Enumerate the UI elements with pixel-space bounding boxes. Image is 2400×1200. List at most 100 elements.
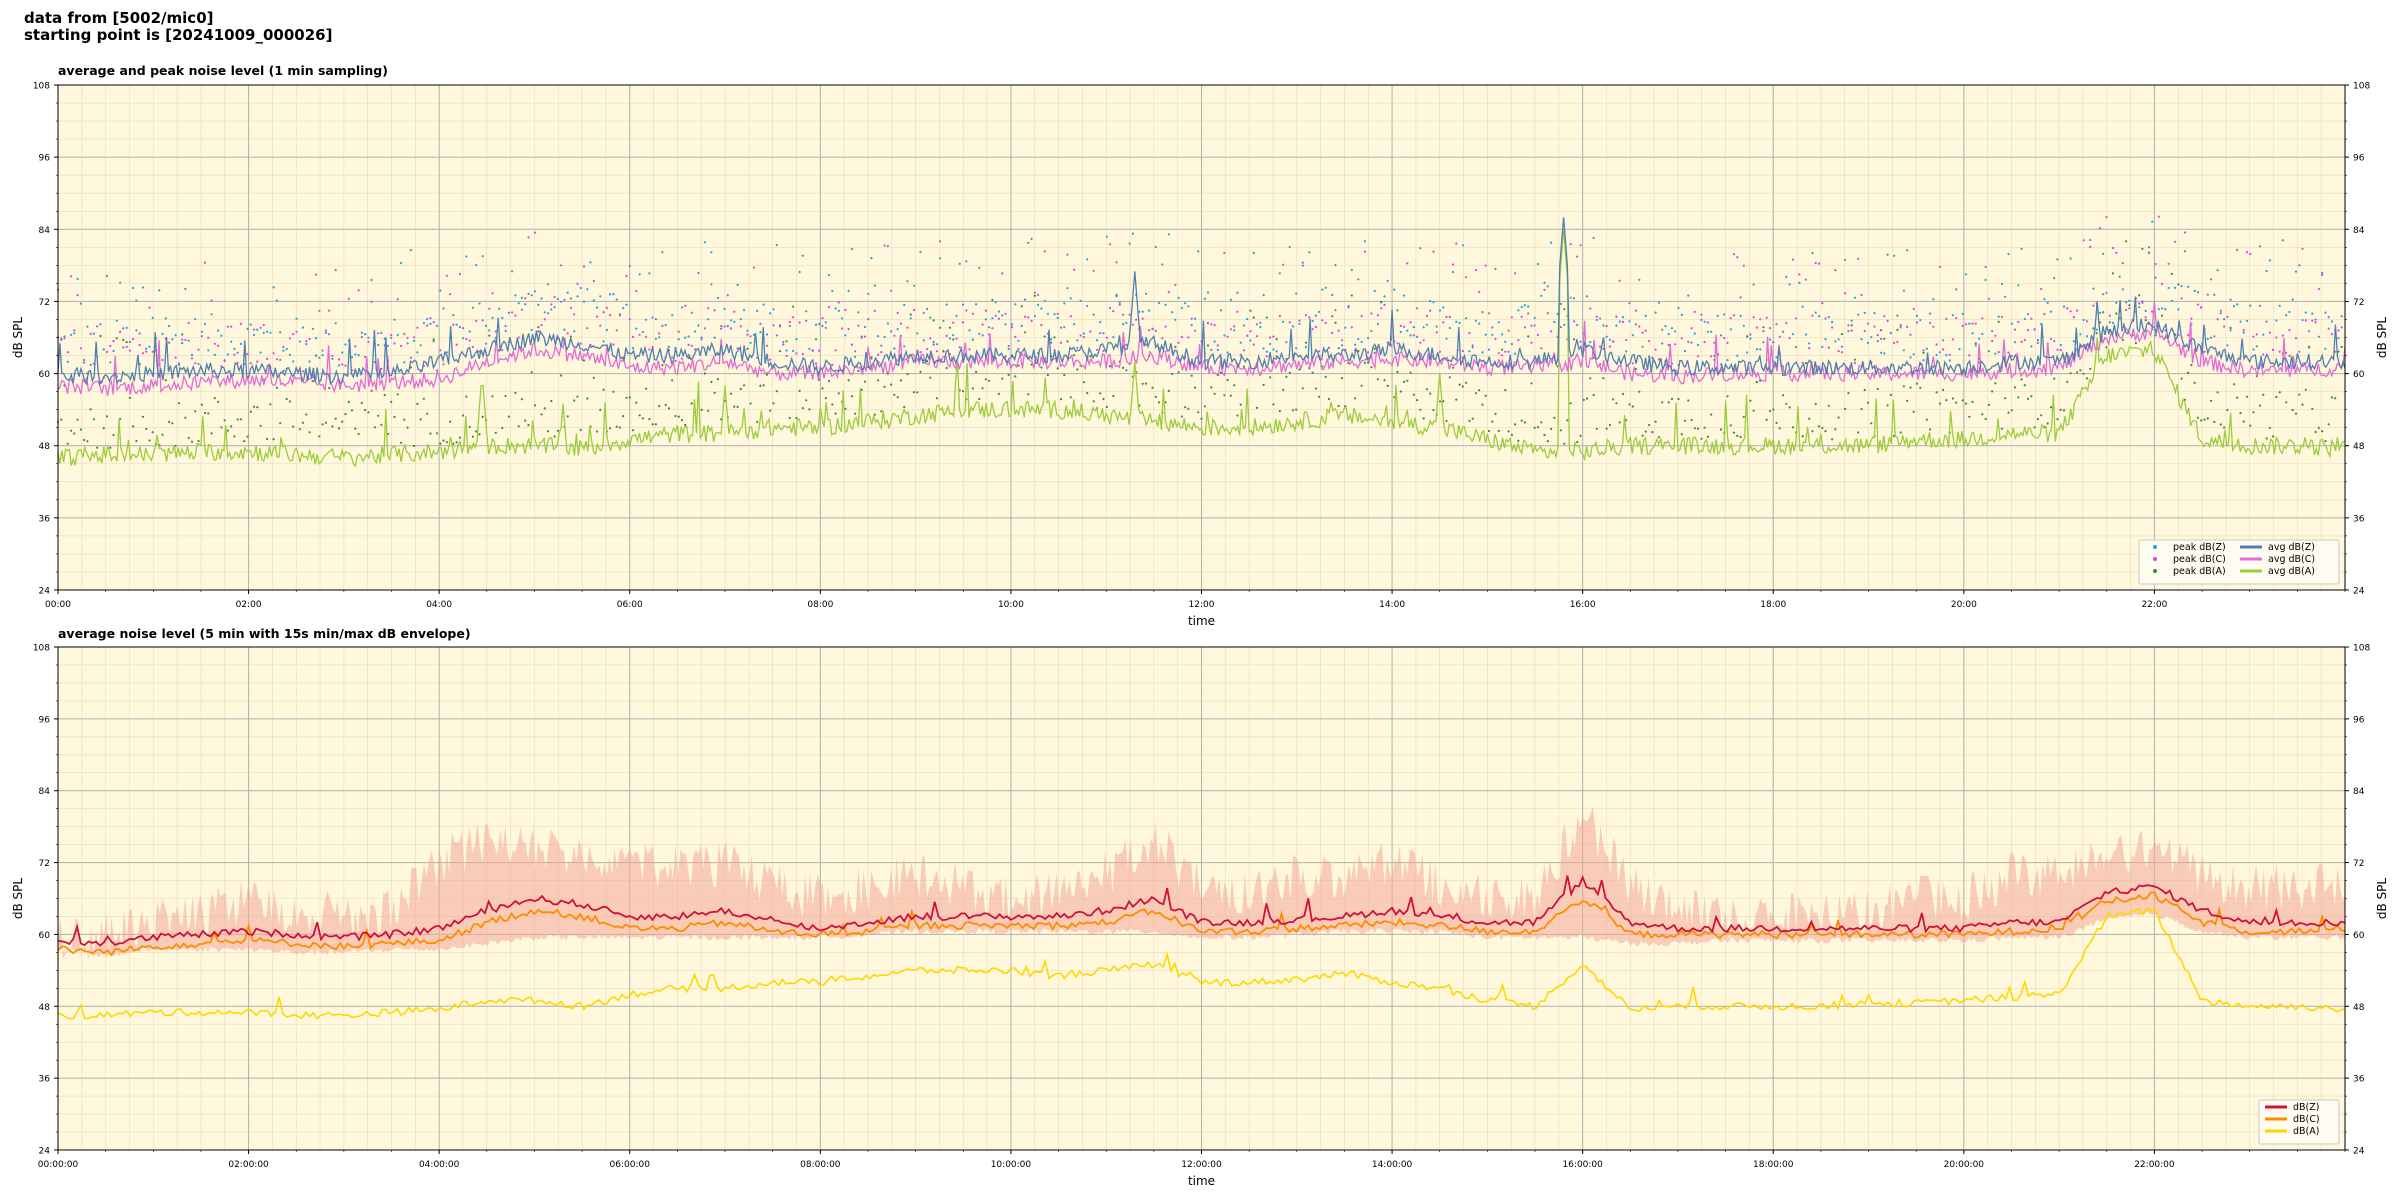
peak-dot: [367, 340, 370, 343]
peak-dot: [1223, 394, 1226, 397]
peak-dot: [442, 439, 445, 442]
peak-dot: [462, 414, 465, 417]
peak-dot: [857, 324, 860, 327]
peak-dot: [1468, 350, 1471, 353]
peak-dot: [406, 342, 409, 345]
peak-dot: [674, 414, 677, 418]
peak-dot: [831, 403, 834, 406]
peak-dot: [2049, 406, 2053, 409]
peak-dot: [465, 395, 468, 398]
peak-dot: [1824, 430, 1827, 433]
peak-dot: [926, 307, 929, 311]
peak-dot: [1383, 379, 1386, 382]
x-tick-label: 04:00: [426, 600, 452, 610]
peak-dot: [468, 330, 471, 333]
peak-dot: [1615, 324, 1618, 327]
peak-dot: [2049, 337, 2053, 340]
peak-dot: [1465, 276, 1468, 279]
peak-dot: [733, 320, 736, 323]
peak-dot: [746, 329, 749, 332]
peak-dot: [203, 322, 207, 325]
peak-dot: [553, 435, 556, 438]
peak-dot: [1086, 258, 1089, 261]
peak-dot: [1403, 380, 1406, 383]
peak-dot: [2340, 326, 2343, 329]
peak-dot: [2108, 314, 2111, 317]
peak-dot: [1278, 272, 1281, 275]
peak-dot: [1840, 333, 1843, 336]
peak-dot: [939, 326, 942, 329]
peak-dot: [978, 266, 981, 269]
peak-dot: [1419, 247, 1422, 250]
peak-dot: [217, 329, 220, 332]
peak-dot: [612, 343, 615, 346]
peak-dot: [1298, 319, 1301, 322]
peak-dot: [207, 412, 210, 415]
peak-dot: [792, 349, 795, 352]
peak-dot: [315, 337, 318, 340]
y-tick-label: 24: [39, 587, 51, 597]
peak-dot: [2000, 427, 2004, 430]
peak-dot: [132, 338, 135, 341]
peak-dot: [867, 292, 870, 295]
peak-dot: [726, 325, 729, 328]
peak-dot: [2010, 355, 2013, 358]
peak-dot: [105, 350, 109, 353]
peak-dot: [331, 354, 334, 357]
peak-dot: [2177, 283, 2180, 286]
peak-dot: [2226, 344, 2229, 347]
peak-dot: [1909, 386, 1912, 389]
peak-dot: [2160, 314, 2164, 317]
peak-dot: [292, 360, 295, 363]
peak-dot: [697, 324, 700, 327]
peak-dot: [2187, 285, 2190, 288]
peak-dot: [1683, 349, 1687, 353]
peak-dot: [1860, 338, 1863, 341]
peak-dot: [1527, 312, 1530, 315]
peak-dot: [2268, 331, 2271, 334]
peak-dot: [1318, 395, 1321, 398]
peak-dot: [1942, 388, 1945, 392]
peak-dot: [471, 345, 474, 349]
peak-dot: [1239, 341, 1242, 344]
peak-dot: [1605, 324, 1608, 328]
peak-dot: [501, 426, 504, 430]
peak-dot: [1964, 273, 1968, 276]
peak-dot: [341, 363, 344, 366]
y-axis-label: dB SPL: [11, 878, 25, 920]
peak-dot: [1151, 386, 1154, 389]
peak-dot: [2027, 397, 2030, 400]
peak-dot: [432, 338, 435, 341]
peak-dot: [2226, 315, 2229, 318]
peak-dot: [756, 309, 759, 312]
peak-dot: [328, 386, 331, 390]
peak-dot: [2262, 353, 2265, 356]
peak-dot: [413, 339, 416, 342]
peak-dot: [455, 343, 458, 346]
peak-dot: [661, 364, 664, 367]
peak-dot: [805, 399, 808, 402]
peak-dot: [1687, 399, 1690, 402]
peak-dot: [694, 330, 697, 333]
peak-dot: [560, 300, 563, 303]
peak-dot: [1510, 316, 1513, 319]
peak-dot: [426, 412, 429, 415]
peak-dot: [1932, 325, 1935, 328]
peak-dot: [602, 340, 605, 343]
peak-dot: [2216, 269, 2219, 272]
peak-dot: [932, 343, 935, 346]
peak-dot: [1409, 321, 1412, 324]
peak-dot: [1768, 409, 1772, 413]
peak-dot: [1494, 337, 1497, 341]
peak-dot: [1997, 315, 2000, 318]
peak-dot: [462, 337, 465, 340]
peak-dot: [514, 391, 517, 394]
peak-dot: [1331, 331, 1334, 334]
peak-dot: [1889, 393, 1892, 396]
peak-dot: [1576, 440, 1579, 444]
peak-dot: [576, 295, 579, 298]
peak-dot: [197, 348, 200, 351]
peak-dot: [533, 231, 537, 234]
peak-dot: [707, 409, 710, 412]
peak-dot: [288, 337, 292, 340]
